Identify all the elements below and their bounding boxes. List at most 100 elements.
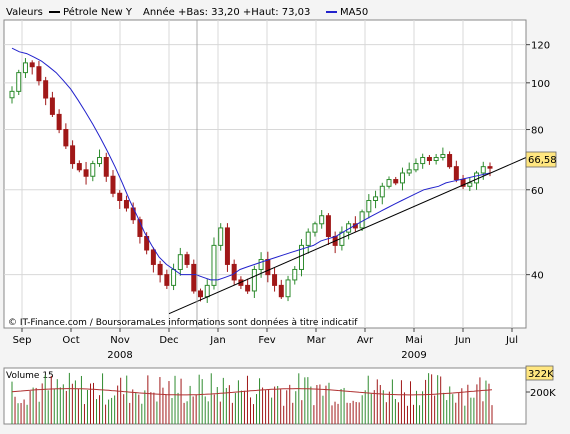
candle-body bbox=[70, 145, 76, 165]
candle-body bbox=[440, 154, 446, 158]
volume-tick-label: 200K bbox=[530, 388, 556, 399]
candle-body bbox=[204, 284, 210, 298]
candle-body bbox=[460, 179, 466, 187]
price-y-axis: 40 60 80 100 120 bbox=[526, 41, 550, 282]
candle-body bbox=[63, 129, 69, 147]
candle-body bbox=[278, 284, 284, 298]
candle-body bbox=[474, 172, 480, 184]
x-tick-label: Jan bbox=[209, 335, 225, 346]
candle-body bbox=[150, 249, 156, 265]
candle-body bbox=[285, 279, 291, 298]
price-plot-area bbox=[3, 19, 527, 329]
candle-body bbox=[379, 185, 385, 198]
y-tick-label: 80 bbox=[531, 126, 544, 137]
candle-body bbox=[157, 263, 163, 276]
y-tick-label: 120 bbox=[531, 41, 550, 52]
x-tick-label: Nov bbox=[110, 335, 130, 346]
candle-body bbox=[171, 268, 177, 286]
candle-body bbox=[393, 179, 399, 184]
candle-body bbox=[36, 66, 42, 82]
legend-instrument-label: Pétrole New Y bbox=[63, 6, 133, 18]
candle-body bbox=[366, 199, 372, 213]
x-tick-label: Dec bbox=[159, 335, 178, 346]
candle-body bbox=[298, 244, 304, 270]
x-tick-label: Oct bbox=[62, 335, 79, 346]
legend-ma-label: MA50 bbox=[340, 7, 368, 18]
candle-body bbox=[198, 290, 204, 298]
candle-body bbox=[467, 182, 473, 187]
watermark: © IT-Finance.com / BoursoramaLes informa… bbox=[8, 317, 358, 328]
trend-line bbox=[168, 157, 527, 315]
candle-body bbox=[406, 169, 412, 174]
x-year-label: 2008 bbox=[107, 350, 132, 361]
candle-body bbox=[76, 163, 82, 171]
x-tick-label: Jul bbox=[505, 335, 518, 346]
candle-body bbox=[305, 231, 311, 246]
candle-body bbox=[191, 263, 197, 292]
volume-average-line bbox=[11, 388, 493, 396]
candle-body bbox=[487, 166, 493, 169]
candle-body bbox=[251, 268, 257, 292]
candle-body bbox=[312, 223, 318, 233]
candle-body bbox=[265, 259, 271, 276]
candle-body bbox=[164, 274, 170, 286]
candle-body bbox=[56, 113, 62, 131]
x-tick-label: Jun bbox=[454, 335, 471, 346]
candle-body bbox=[325, 215, 331, 237]
x-tick-label: Mai bbox=[405, 335, 423, 346]
candle-body bbox=[426, 156, 432, 162]
candle-body bbox=[433, 156, 439, 162]
x-tick-label: Mar bbox=[307, 335, 327, 346]
candle-body bbox=[9, 90, 15, 99]
candle-body bbox=[49, 97, 55, 115]
candle-body bbox=[117, 192, 123, 201]
volume-last-label: 322K bbox=[528, 369, 554, 380]
candle-body bbox=[373, 196, 379, 201]
last-price-tag bbox=[525, 151, 557, 168]
legend-stats-label: Année +Bas: 33,20 +Haut: 73,03 bbox=[143, 6, 310, 18]
candle-body bbox=[413, 163, 419, 171]
candle-body bbox=[453, 166, 459, 181]
candle-body bbox=[22, 62, 28, 74]
candle-body bbox=[224, 227, 230, 265]
y-tick-label: 40 bbox=[531, 271, 544, 282]
y-tick-label: 100 bbox=[531, 79, 550, 90]
candle-body bbox=[29, 62, 35, 68]
candle-body bbox=[184, 254, 190, 265]
gridlines bbox=[4, 20, 526, 328]
candle-body bbox=[399, 172, 405, 184]
candle-body bbox=[177, 254, 183, 270]
candle-body bbox=[97, 156, 103, 165]
candles bbox=[9, 58, 493, 303]
volume-title: Volume 15 bbox=[6, 371, 54, 381]
x-tick-label: Sep bbox=[13, 335, 32, 346]
candle-body bbox=[43, 80, 49, 99]
volume-plot-area bbox=[3, 367, 527, 425]
candle-body bbox=[272, 274, 278, 286]
candle-body bbox=[319, 215, 325, 225]
candle-body bbox=[103, 156, 109, 177]
candle-body bbox=[218, 227, 224, 246]
candle-body bbox=[359, 211, 365, 229]
x-year-label: 2009 bbox=[401, 350, 426, 361]
legend-series-label: Valeurs bbox=[6, 7, 43, 18]
candle-body bbox=[16, 72, 22, 92]
x-axis: Sep Oct Nov Dec Jan Fev Mar Avr Mai Jun Jul 2008 200… bbox=[13, 328, 518, 361]
candle-body bbox=[258, 259, 264, 270]
candle-body bbox=[137, 219, 143, 237]
candle-body bbox=[83, 169, 89, 177]
ma50-line bbox=[11, 47, 491, 281]
candle-body bbox=[480, 166, 486, 174]
candle-body bbox=[447, 154, 453, 168]
x-tick-label: Avr bbox=[357, 335, 374, 346]
candle-body bbox=[211, 244, 217, 286]
candle-body bbox=[420, 156, 426, 165]
x-tick-label: Fev bbox=[258, 335, 275, 346]
candle-body bbox=[245, 284, 251, 292]
candle-body bbox=[386, 179, 392, 187]
last-price-label: 66,58 bbox=[528, 155, 557, 166]
candle-body bbox=[110, 175, 116, 194]
candle-body bbox=[292, 268, 298, 281]
